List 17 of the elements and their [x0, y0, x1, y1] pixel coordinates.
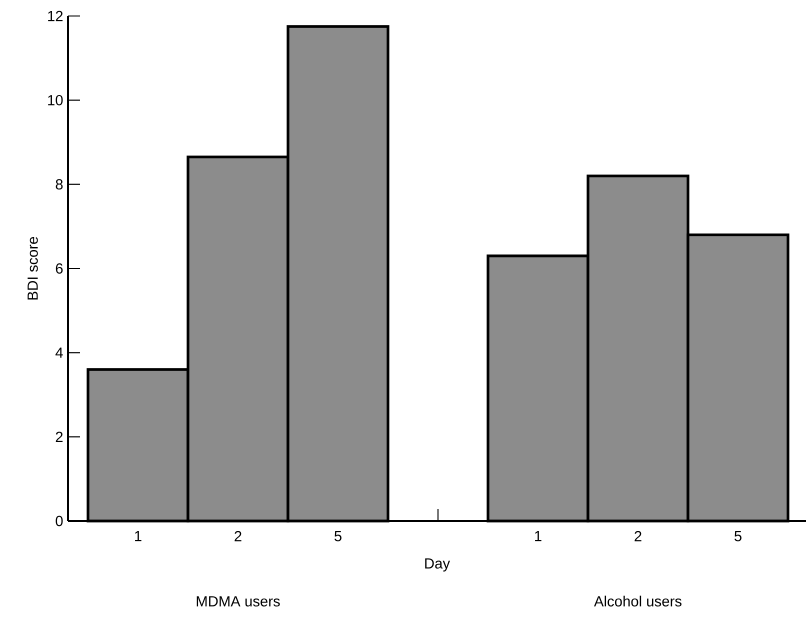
y-tick-label: 10	[48, 94, 63, 106]
y-tick-label: 6	[56, 263, 63, 274]
x-axis-title: Day	[425, 558, 450, 572]
y-tick-label: 8	[56, 179, 63, 190]
x-tick-label: 5	[334, 531, 342, 542]
x-tick-label: 5	[734, 531, 742, 542]
y-tick-label: 0	[56, 516, 63, 526]
y-tick-label: 12	[48, 10, 63, 22]
x-tick-label: 1	[135, 531, 142, 542]
y-axis-title: BDI score	[28, 236, 38, 300]
text: Alcohol users	[594, 596, 682, 606]
x-tick-label: 2	[634, 531, 642, 542]
y-tick-label: 2	[56, 432, 63, 442]
x-tick-label: 2	[234, 531, 242, 542]
x-tick-label: 1	[535, 531, 542, 542]
text: MDMA users	[196, 596, 280, 606]
y-tick-label: 4	[55, 348, 63, 358]
